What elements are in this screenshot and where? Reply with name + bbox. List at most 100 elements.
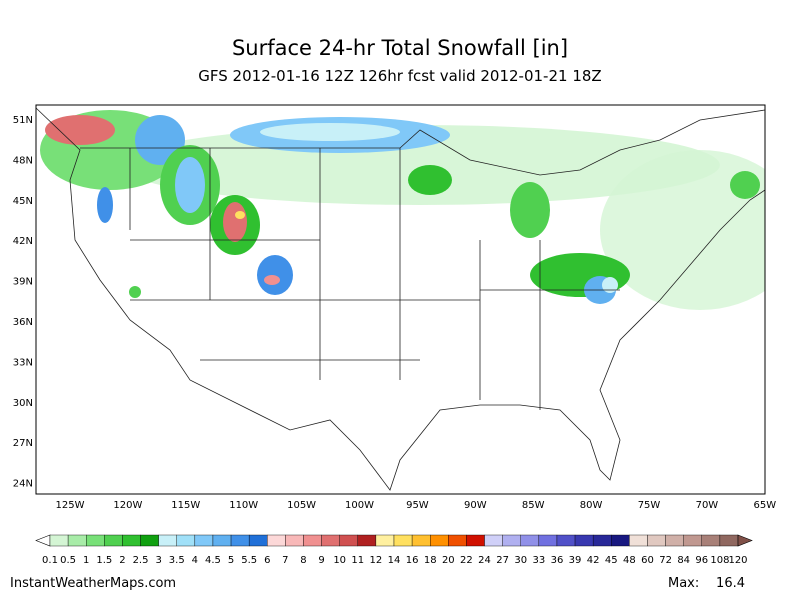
colorbar-swatch: [574, 534, 594, 547]
colorbar-swatch: [466, 534, 485, 547]
colorbar-swatch: [393, 534, 413, 547]
colorbar-label: 0.1: [42, 555, 58, 566]
colorbar-label: 36: [551, 555, 564, 566]
colorbar-label: 4.5: [205, 555, 221, 566]
colorbar-label: 14: [388, 555, 401, 566]
colorbar-swatch: [520, 534, 540, 547]
colorbar-swatch: [611, 534, 630, 547]
lat-label: 36N: [13, 317, 33, 328]
colorbar-arrow: [737, 534, 753, 547]
colorbar-label: 5: [228, 555, 234, 566]
colorbar-label: 20: [442, 555, 455, 566]
map: [35, 104, 766, 495]
colorbar-label: 7: [282, 555, 288, 566]
colorbar-label: 3.5: [169, 555, 185, 566]
colorbar-label: 0.5: [60, 555, 76, 566]
colorbar-swatch: [158, 534, 177, 547]
colorbar-label: 1.5: [96, 555, 112, 566]
lat-label: 30N: [13, 398, 33, 409]
colorbar-label: 8: [300, 555, 306, 566]
lon-label: 115W: [171, 500, 200, 511]
colorbar-swatch: [430, 534, 449, 547]
lat-label: 27N: [13, 438, 33, 449]
colorbar-swatch: [538, 534, 558, 547]
lat-label: 33N: [13, 357, 33, 368]
colorbar-label: 2: [119, 555, 125, 566]
colorbar-label: 5.5: [241, 555, 257, 566]
colorbar-label: 12: [370, 555, 383, 566]
colorbar-swatch: [556, 534, 576, 547]
lat-label: 51N: [13, 115, 33, 126]
colorbar-swatch: [248, 534, 268, 547]
colorbar-swatch: [67, 534, 87, 547]
colorbar-label: 60: [641, 555, 654, 566]
lon-label: 90W: [464, 500, 487, 511]
colorbar-swatch: [267, 534, 286, 547]
lat-label: 48N: [13, 155, 33, 166]
colorbar-label: 120: [728, 555, 747, 566]
colorbar-swatch: [719, 534, 739, 547]
colorbar-label: 84: [677, 555, 690, 566]
colorbar-label: 39: [569, 555, 582, 566]
colorbar-label: 96: [695, 555, 708, 566]
max-label: Max:: [668, 576, 699, 591]
colorbar-swatch: [448, 534, 467, 547]
lon-label: 85W: [522, 500, 545, 511]
lon-label: 80W: [580, 500, 603, 511]
colorbar-label: 1: [83, 555, 89, 566]
colorbar-swatch: [303, 534, 322, 547]
colorbar-swatch: [230, 534, 250, 547]
colorbar-label: 4: [192, 555, 198, 566]
colorbar-swatch: [86, 534, 105, 547]
colorbar-label: 33: [532, 555, 545, 566]
colorbar-swatch: [212, 534, 232, 547]
lat-label: 45N: [13, 196, 33, 207]
colorbar-label: 9: [318, 555, 324, 566]
colorbar-label: 3: [155, 555, 161, 566]
colorbar-label: 42: [587, 555, 600, 566]
lon-label: 120W: [113, 500, 142, 511]
colorbar-swatch: [665, 534, 684, 547]
colorbar-swatch: [122, 534, 141, 547]
colorbar-swatch: [321, 534, 340, 547]
lat-label: 42N: [13, 236, 33, 247]
colorbar-label: 11: [351, 555, 364, 566]
colorbar-label: 30: [514, 555, 527, 566]
colorbar-label: 48: [623, 555, 636, 566]
lon-label: 65W: [753, 500, 776, 511]
lon-label: 70W: [696, 500, 719, 511]
colorbar-swatch: [339, 534, 358, 547]
colorbar-swatch: [484, 534, 503, 547]
colorbar-label: 6: [264, 555, 270, 566]
colorbar-swatch: [647, 534, 666, 547]
colorbar-swatch: [375, 534, 395, 547]
colorbar-swatch: [592, 534, 612, 547]
colorbar-swatch: [357, 534, 377, 547]
colorbar-label: 27: [496, 555, 509, 566]
colorbar-swatch: [285, 534, 304, 547]
lon-label: 100W: [345, 500, 374, 511]
lon-label: 105W: [287, 500, 316, 511]
colorbar-label: 10: [333, 555, 346, 566]
max-value: 16.4: [716, 576, 745, 591]
colorbar-label: 24: [478, 555, 491, 566]
colorbar-swatch: [701, 534, 721, 547]
colorbar-swatch: [502, 534, 521, 547]
lat-label: 24N: [13, 479, 33, 490]
lon-label: 95W: [406, 500, 429, 511]
title: Surface 24-hr Total Snowfall [in]: [232, 36, 568, 60]
colorbar-swatch: [194, 534, 214, 547]
colorbar-label: 72: [659, 555, 672, 566]
colorbar-swatch: [104, 534, 123, 547]
site-credit: InstantWeatherMaps.com: [10, 576, 176, 591]
lon-label: 110W: [229, 500, 258, 511]
colorbar-swatch: [140, 534, 159, 547]
lon-label: 125W: [56, 500, 85, 511]
colorbar-label: 108: [710, 555, 729, 566]
colorbar-swatch: [49, 534, 69, 547]
colorbar-swatch: [411, 534, 431, 547]
colorbar-swatch: [629, 534, 648, 547]
lon-label: 75W: [638, 500, 661, 511]
